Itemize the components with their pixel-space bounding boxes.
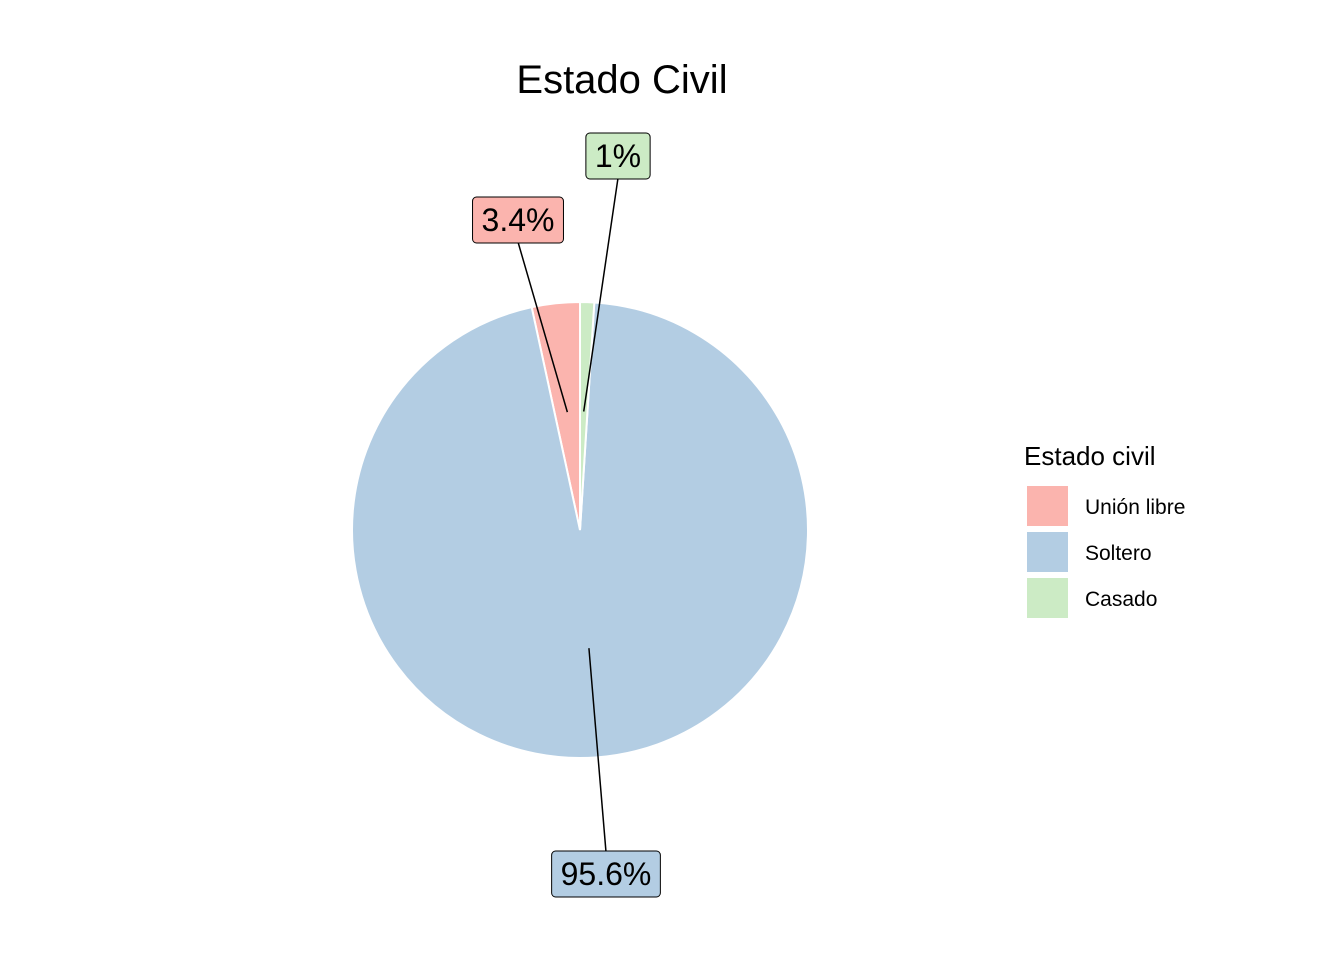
slice-label-union-libre: 3.4%: [472, 196, 564, 244]
legend-swatch-union-libre: [1027, 486, 1068, 526]
legend-swatch-soltero: [1027, 532, 1068, 572]
leader-line-casado: [582, 177, 619, 412]
slice-label-box: [551, 850, 661, 898]
pie-slice-soltero: [351, 301, 809, 759]
slice-label-text: 1%: [595, 138, 641, 174]
legend-label-union-libre: Unión libre: [1085, 496, 1185, 519]
pie-slices: [351, 300, 809, 759]
slice-label-soltero: 95.6%: [551, 850, 661, 898]
legend: Estado civil Unión libre Soltero Casado: [1024, 441, 1185, 618]
slice-labels: 3.4% 95.6% 1%: [472, 132, 661, 898]
legend-swatch-casado: [1027, 578, 1068, 618]
legend-label-soltero: Soltero: [1085, 542, 1152, 565]
leader-line-union-libre: [517, 241, 569, 413]
slice-label-box: [472, 196, 564, 244]
legend-title: Estado civil: [1024, 441, 1156, 471]
chart-title: Estado Civil: [516, 58, 727, 102]
slice-label-text: 95.6%: [561, 856, 652, 892]
slice-label-box: [585, 132, 651, 180]
legend-label-casado: Casado: [1085, 588, 1157, 611]
leader-lines: [517, 177, 619, 853]
slice-label-text: 3.4%: [482, 202, 555, 238]
slice-label-casado: 1%: [585, 132, 651, 180]
leader-line-soltero: [588, 648, 607, 853]
